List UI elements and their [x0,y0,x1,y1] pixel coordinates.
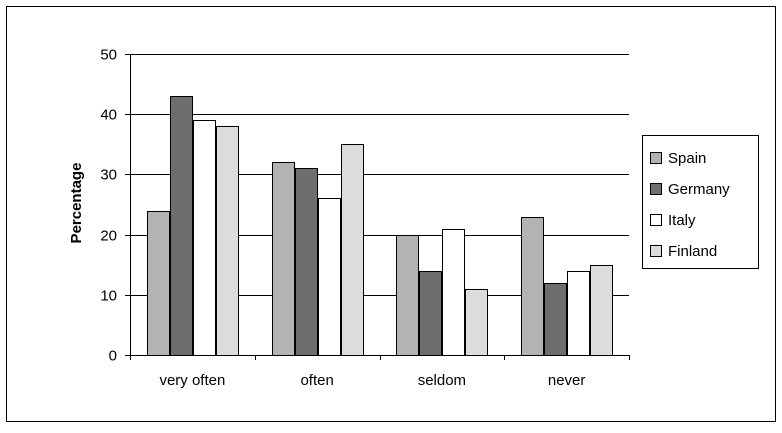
bar-germany-very-often [170,96,193,356]
legend-swatch-italy [650,214,662,226]
legend-label-italy: Italy [668,212,696,229]
y-tick-label-0: 0 [109,348,117,365]
bar-italy-seldom [442,229,465,356]
bar-italy-never [567,271,590,356]
axes [125,54,630,360]
x-tick-label-never: never [548,372,586,389]
y-tick-label-50: 50 [100,47,117,64]
x-tick-label-seldom: seldom [418,372,466,389]
legend-swatch-finland [650,245,662,257]
y-tick-label-20: 20 [100,228,117,245]
bar-finland-very-often [216,126,239,356]
bar-finland-often [341,144,364,356]
y-tick-label-30: 30 [100,167,117,184]
legend-label-germany: Germany [668,181,730,198]
legend-swatch-spain [650,152,662,164]
y-tick-label-40: 40 [100,107,117,124]
bar-spain-never [521,217,544,356]
bar-germany-often [295,168,318,356]
y-axis-label: Percentage [68,163,85,244]
bar-germany-seldom [419,271,442,356]
x-tick-label-very-often: very often [159,372,225,389]
y-tick-label-10: 10 [100,288,117,305]
legend-label-spain: Spain [668,150,706,167]
tick-labels: 0 10 20 30 40 50 very often often seldom never [100,47,585,390]
legend-swatch-germany [650,183,662,195]
legend-label-finland: Finland [668,243,717,260]
bar-finland-never [590,265,613,356]
bar-spain-very-often [147,211,170,356]
bar-finland-seldom [465,289,488,356]
x-tick-label-often: often [300,372,333,389]
bar-italy-very-often [193,120,216,356]
bar-italy-often [318,198,341,356]
bar-spain-seldom [396,235,419,356]
bar-germany-never [544,283,567,356]
bar-spain-often [272,162,295,356]
bars [147,96,613,356]
legend: Spain Germany Italy Finland [642,135,759,269]
